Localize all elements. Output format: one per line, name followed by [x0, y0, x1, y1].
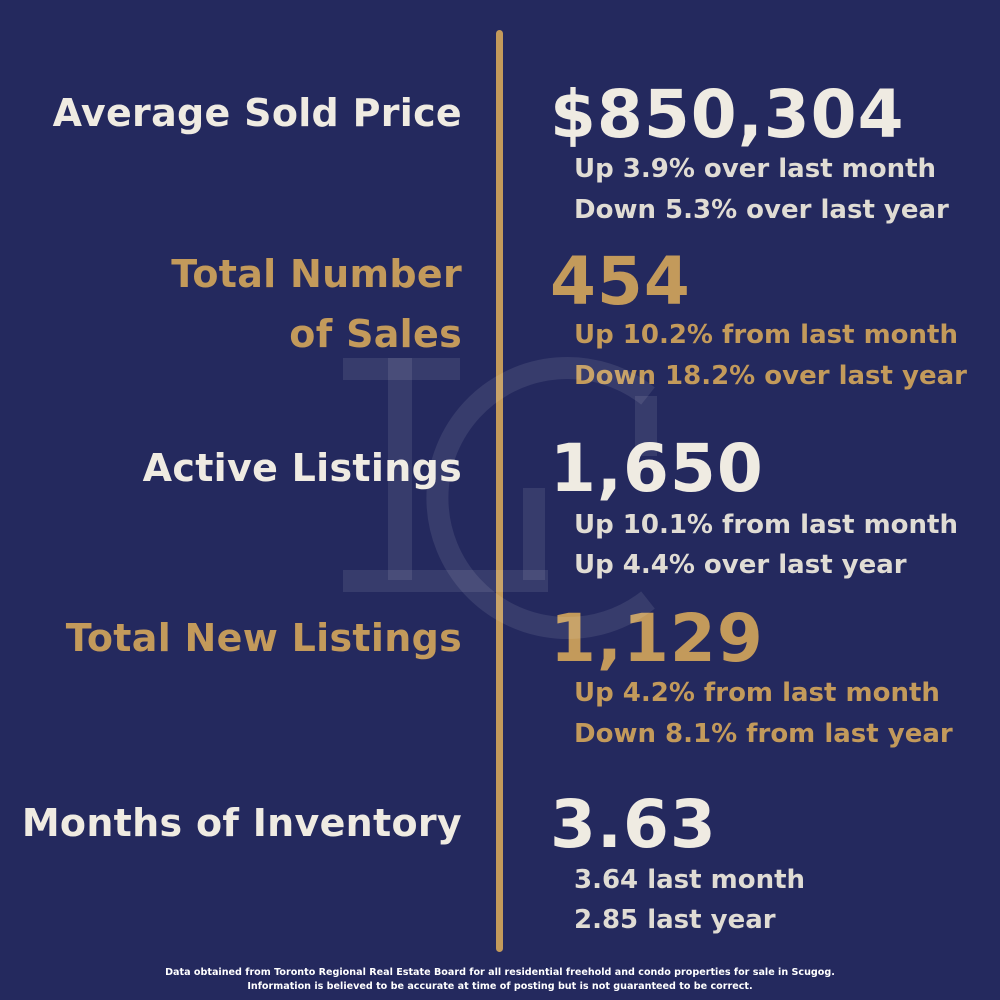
- vertical-divider: [496, 30, 503, 952]
- detail-year-active-listings: Up 4.4% over last year: [574, 550, 907, 580]
- value-months-inventory: 3.63: [550, 786, 717, 863]
- detail-month-new-listings: Up 4.2% from last month: [574, 678, 940, 708]
- label-total-sales-line2: of Sales: [289, 312, 462, 356]
- detail-month-average-sold-price: Up 3.9% over last month: [574, 154, 937, 184]
- label-new-listings: Total New Listings: [65, 616, 462, 660]
- value-total-sales: 454: [550, 243, 691, 320]
- footer-line-1: Data obtained from Toronto Regional Real…: [165, 967, 835, 978]
- value-new-listings: 1,129: [550, 600, 764, 677]
- footer-disclaimer: Data obtained from Toronto Regional Real…: [0, 966, 1000, 994]
- label-average-sold-price: Average Sold Price: [52, 91, 462, 135]
- detail-month-active-listings: Up 10.1% from last month: [574, 510, 958, 540]
- detail-year-total-sales: Down 18.2% over last year: [574, 361, 967, 391]
- value-active-listings: 1,650: [550, 430, 764, 507]
- label-total-sales-line1: Total Number: [171, 252, 462, 296]
- value-average-sold-price: $850,304: [550, 76, 905, 153]
- detail-year-new-listings: Down 8.1% from last year: [574, 719, 953, 749]
- footer-line-2: Information is believed to be accurate a…: [247, 981, 753, 992]
- detail-month-months-inventory: 3.64 last month: [574, 865, 806, 895]
- label-months-inventory: Months of Inventory: [21, 801, 462, 845]
- detail-month-total-sales: Up 10.2% from last month: [574, 320, 958, 350]
- detail-year-average-sold-price: Down 5.3% over last year: [574, 195, 949, 225]
- label-active-listings: Active Listings: [142, 446, 462, 490]
- detail-year-months-inventory: 2.85 last year: [574, 905, 776, 935]
